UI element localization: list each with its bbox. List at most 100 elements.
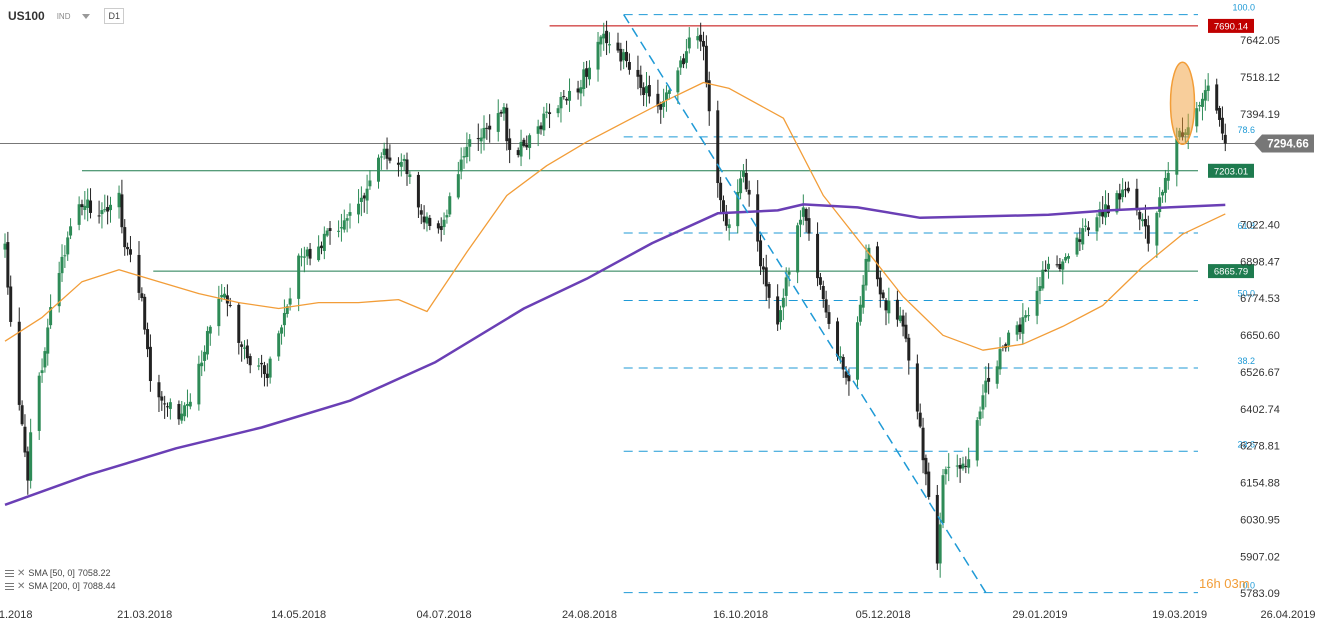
candle xyxy=(479,128,483,154)
candle xyxy=(1126,181,1130,194)
candle-body xyxy=(721,200,725,213)
candle xyxy=(884,297,888,326)
candle-body xyxy=(639,74,643,88)
candle xyxy=(676,67,680,104)
candle-body xyxy=(844,371,848,378)
candle xyxy=(901,309,905,337)
candle-body xyxy=(796,225,800,273)
candle xyxy=(696,27,700,49)
candle-body xyxy=(662,101,666,107)
candle xyxy=(704,35,708,88)
candle xyxy=(1118,183,1122,210)
candle-body xyxy=(140,293,144,299)
candle-body xyxy=(168,402,172,409)
candle xyxy=(776,284,780,331)
trendline xyxy=(623,14,987,593)
close-icon[interactable]: ✕ xyxy=(17,568,26,579)
candle xyxy=(348,203,352,229)
y-tick-label: 6898.47 xyxy=(1240,256,1280,268)
candle xyxy=(579,79,583,107)
candle xyxy=(1044,260,1048,272)
candle-body xyxy=(459,159,463,172)
candle-body xyxy=(696,36,700,41)
candle xyxy=(188,393,192,410)
candle-body xyxy=(767,283,771,298)
candle-body xyxy=(288,298,292,305)
candle-body xyxy=(445,215,449,218)
candle xyxy=(525,135,529,151)
candle-body xyxy=(784,277,788,296)
candle-body xyxy=(585,68,589,77)
y-tick-label: 7394.19 xyxy=(1240,109,1280,121)
candle-body xyxy=(1126,187,1130,192)
candle xyxy=(83,190,87,220)
candle-body xyxy=(499,111,503,114)
candle xyxy=(924,454,928,486)
candle xyxy=(248,353,252,374)
candle xyxy=(26,446,30,495)
candle-body xyxy=(818,277,822,285)
indicator-settings-icon[interactable] xyxy=(5,570,14,577)
indicator-legend: ✕ SMA [50, 0] 7058.22 ✕ SMA [200, 0] 708… xyxy=(5,567,115,593)
candle-body xyxy=(128,249,132,255)
candle xyxy=(984,366,988,408)
candle xyxy=(647,75,651,104)
candle-body xyxy=(907,337,911,361)
candle-body xyxy=(425,216,429,224)
candle xyxy=(656,79,660,114)
candle xyxy=(242,340,246,360)
candle-body xyxy=(702,40,706,47)
candle xyxy=(707,71,711,126)
y-tick-label: 6774.53 xyxy=(1240,293,1280,305)
chevron-down-icon[interactable] xyxy=(82,13,91,19)
candle-body xyxy=(864,258,868,286)
candle xyxy=(736,179,740,234)
candle xyxy=(995,360,999,389)
candle-body xyxy=(961,463,965,469)
candle xyxy=(385,137,389,170)
candle xyxy=(887,287,891,324)
candle xyxy=(217,285,221,336)
candle-body xyxy=(200,362,204,367)
candle xyxy=(183,402,187,422)
candle-body xyxy=(987,377,991,382)
candle-body xyxy=(1064,256,1068,261)
candle-body xyxy=(379,156,383,158)
candle-body xyxy=(482,127,486,139)
candle-body xyxy=(687,37,691,49)
candle xyxy=(359,186,363,217)
candle xyxy=(177,400,181,425)
candle-body xyxy=(935,494,939,564)
candle-body xyxy=(699,34,703,42)
candle-body xyxy=(787,271,791,275)
instrument-type-dropdown[interactable]: IND xyxy=(56,11,71,21)
candle-body xyxy=(66,237,70,255)
candle xyxy=(616,32,620,53)
candle-body xyxy=(396,162,400,165)
candle-body xyxy=(385,148,389,159)
candle xyxy=(1084,218,1088,232)
indicator-settings-icon[interactable] xyxy=(5,583,14,590)
candle xyxy=(636,55,640,90)
candle xyxy=(143,293,147,335)
candle-body xyxy=(485,127,489,129)
candle-body xyxy=(1044,269,1048,271)
candle xyxy=(382,142,386,160)
candle-body xyxy=(80,204,84,208)
candle xyxy=(779,305,783,330)
candle-body xyxy=(502,107,506,114)
candle xyxy=(6,231,10,295)
candle-body xyxy=(1175,138,1179,175)
fib-level-label: 0.0 xyxy=(1242,581,1255,591)
close-icon[interactable]: ✕ xyxy=(17,581,26,592)
timeframe-dropdown[interactable]: D1 xyxy=(104,8,124,24)
candle xyxy=(756,180,760,252)
candle-body xyxy=(388,157,392,161)
candle-body xyxy=(302,256,306,258)
candle-body xyxy=(861,284,865,308)
candle xyxy=(1206,73,1210,102)
candle xyxy=(867,244,871,272)
candle xyxy=(642,82,646,107)
candle-body xyxy=(1206,85,1210,91)
